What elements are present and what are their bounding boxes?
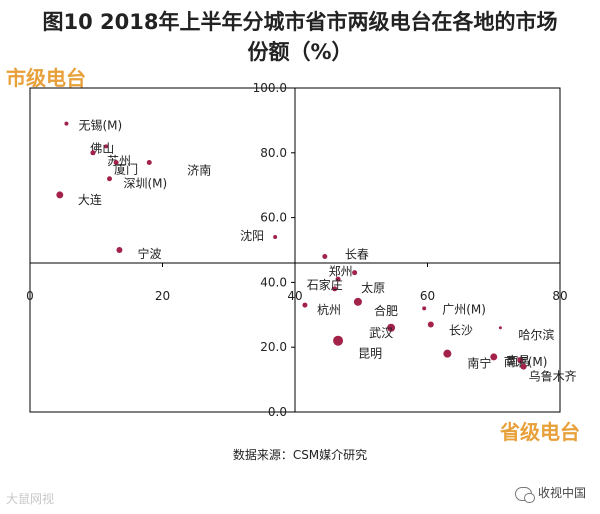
data-point xyxy=(273,235,278,240)
data-point xyxy=(517,357,524,364)
data-label: 长春 xyxy=(345,247,369,261)
data-point xyxy=(333,335,344,346)
chart-title-line-2: 份额（%） xyxy=(247,40,353,64)
data-label: 昆明 xyxy=(358,347,382,361)
data-label: 宁波 xyxy=(137,246,161,261)
data-label: 苏州 xyxy=(107,154,131,168)
data-label: 济南 xyxy=(187,163,211,178)
data-point xyxy=(520,363,527,370)
data-point xyxy=(422,306,427,311)
data-point xyxy=(387,323,396,332)
data-point xyxy=(107,176,112,182)
wechat-icon xyxy=(514,486,535,503)
x-tick-label: 40 xyxy=(287,289,302,303)
data-label: 郑州 xyxy=(329,264,353,279)
y-tick-label: 60.0 xyxy=(260,211,287,225)
data-label: 南京(M) xyxy=(504,354,548,369)
chart-title-line-1: 图10 2018年上半年分城市省市两级电台在各地的市场 xyxy=(42,10,558,34)
data-point xyxy=(116,247,123,253)
data-label: 哈尔滨 xyxy=(518,327,554,342)
data-point xyxy=(322,253,328,259)
watermark-left: 大鼠网视 xyxy=(6,492,55,506)
data-label: 无锡(M) xyxy=(78,118,122,133)
y-tick-label: 80.0 xyxy=(260,146,287,160)
data-point xyxy=(64,121,69,126)
data-point xyxy=(113,160,119,166)
data-point xyxy=(90,150,96,156)
data-label: 佛山 xyxy=(90,141,114,155)
data-label: 深圳(M) xyxy=(124,177,168,191)
data-point xyxy=(335,276,341,282)
data-point xyxy=(104,144,109,149)
y-axis-label: 市级电台 xyxy=(6,66,86,90)
data-label: 沈阳 xyxy=(240,228,264,243)
y-tick-label: 100.0 xyxy=(253,81,287,95)
watermark-right: 收视中国 xyxy=(514,484,586,503)
x-tick-label: 60 xyxy=(420,289,435,303)
data-label: 大连 xyxy=(78,192,102,207)
watermark-right-text: 收视中国 xyxy=(537,486,586,500)
data-point xyxy=(498,326,502,330)
data-point xyxy=(302,302,308,308)
source-note: 数据来源：CSM媒介研究 xyxy=(232,448,368,462)
data-point xyxy=(443,349,452,358)
data-label: 长沙 xyxy=(449,324,473,338)
data-label: 合肥 xyxy=(374,303,398,318)
data-label: 武汉 xyxy=(369,326,393,340)
data-point xyxy=(490,353,498,361)
data-point xyxy=(353,297,362,306)
data-label: 南昌 xyxy=(506,353,530,368)
x-tick-label: 20 xyxy=(155,289,170,303)
data-label: 广州(M) xyxy=(442,302,486,316)
data-point xyxy=(352,270,358,276)
data-label: 石家庄 xyxy=(307,277,343,292)
data-label: 乌鲁木齐 xyxy=(529,369,577,384)
y-tick-label: 0.0 xyxy=(268,405,287,419)
x-axis-label: 省级电台 xyxy=(500,420,580,444)
data-label: 太原 xyxy=(361,280,385,295)
y-tick-label: 20.0 xyxy=(260,340,287,354)
x-tick-label: 0 xyxy=(26,289,34,303)
x-tick-label: 80 xyxy=(552,289,567,303)
data-point xyxy=(332,286,338,292)
data-label: 厦门 xyxy=(114,162,138,177)
data-point xyxy=(56,191,64,199)
data-point xyxy=(146,160,152,166)
y-tick-label: 40.0 xyxy=(260,275,287,289)
data-label: 杭州 xyxy=(317,302,341,317)
data-label: 南宁 xyxy=(467,356,491,371)
data-point xyxy=(427,321,434,328)
